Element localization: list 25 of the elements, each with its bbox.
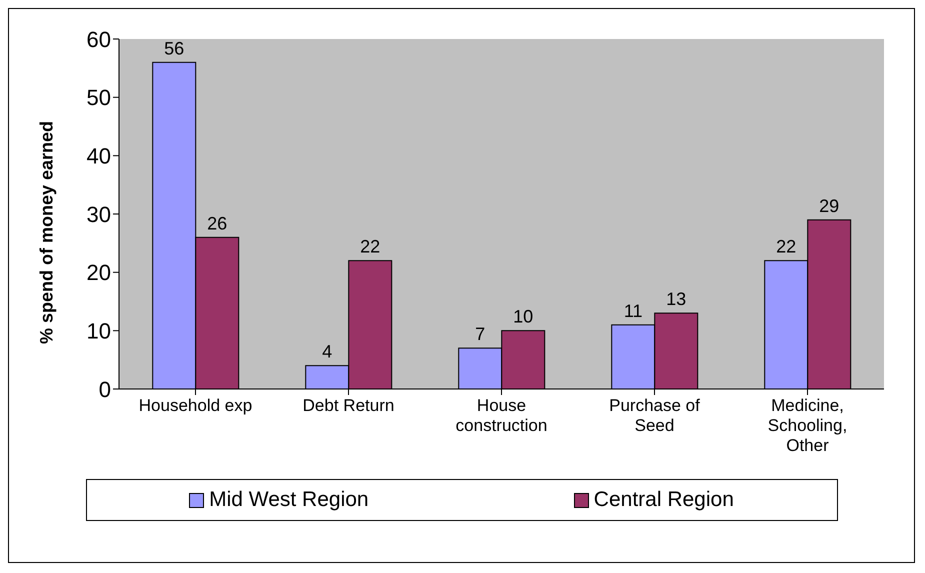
x-tick-label: House construction xyxy=(456,396,548,435)
x-tick-label: Household exp xyxy=(138,396,252,415)
y-tick-label: 10 xyxy=(86,318,111,344)
data-label: 26 xyxy=(207,213,228,234)
legend-label: Central Region xyxy=(594,488,734,512)
data-label: 13 xyxy=(666,289,686,310)
data-label: 10 xyxy=(513,306,534,327)
y-tick-label: 20 xyxy=(86,260,111,286)
data-label: 7 xyxy=(475,324,486,344)
legend-label: Mid West Region xyxy=(209,488,369,512)
data-label: 11 xyxy=(624,300,643,321)
y-tick-label: 0 xyxy=(98,376,111,402)
data-label: 22 xyxy=(360,236,380,257)
y-tick-label: 40 xyxy=(86,143,111,168)
y-axis-title: % spend of money earned xyxy=(36,120,56,344)
x-tick-label: Debt Return xyxy=(302,396,394,415)
y-tick-label: 30 xyxy=(86,202,111,227)
data-label: 22 xyxy=(776,236,796,257)
y-tick-label: 60 xyxy=(86,26,111,52)
data-label: 29 xyxy=(819,196,840,216)
x-tick-label: Medicine, Schooling, Other xyxy=(768,396,848,455)
data-label: 4 xyxy=(322,342,332,362)
y-tick-label: 50 xyxy=(86,85,111,110)
data-label: 56 xyxy=(164,38,184,58)
x-tick-label: Purchase of Seed xyxy=(609,396,700,435)
